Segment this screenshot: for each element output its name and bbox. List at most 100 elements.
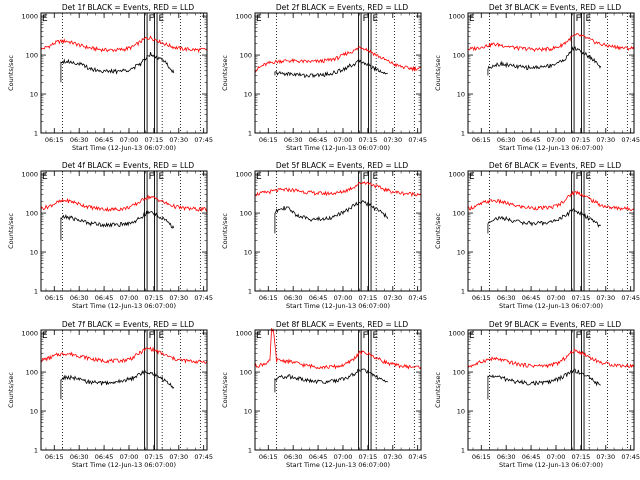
marker-label-e: E	[159, 331, 165, 341]
x-tick-label: 07:45	[194, 453, 213, 461]
x-axis-label: Start Time (12-Jun-13 06:07:00)	[72, 302, 176, 310]
plot-frame	[40, 12, 208, 134]
x-tick-label: 06:30	[284, 294, 303, 302]
marker-label-e: E	[373, 14, 379, 24]
y-tick-label: 1000	[448, 13, 465, 21]
y-tick-label: 1	[34, 130, 38, 138]
y-tick-label: 100	[240, 369, 252, 377]
x-tick-label: 07:00	[547, 294, 566, 302]
panel-title: Det 4f BLACK = Events, RED = LLD	[62, 161, 195, 170]
y-axis-label: Counts/sec	[7, 55, 15, 91]
x-tick-label: 06:15	[45, 136, 64, 144]
x-tick-label: 06:15	[45, 294, 64, 302]
marker-label-f: F	[576, 172, 581, 182]
series-line-events	[60, 52, 175, 83]
x-tick-label: 07:45	[621, 453, 640, 461]
y-tick-label: 100	[453, 369, 465, 377]
x-axis-label: Start Time (12-Jun-13 06:07:00)	[286, 302, 390, 310]
series-line-lld	[254, 181, 422, 198]
marker-label-e: E	[586, 14, 592, 24]
marker-label-edge: E	[42, 331, 48, 341]
series-line-events	[274, 368, 389, 393]
y-tick-label: 1000	[448, 330, 465, 338]
marker-label-f: F	[363, 14, 368, 24]
plot-frame	[40, 329, 208, 451]
x-tick-label: 07:30	[596, 453, 615, 461]
x-tick-label: 07:30	[383, 294, 402, 302]
panel-det-4: Det 4f BLACK = Events, RED = LLD Counts/s…	[7, 161, 213, 310]
y-tick-label: 1	[248, 130, 252, 138]
y-tick-label: 1000	[235, 13, 252, 21]
x-axis-label: Start Time (12-Jun-13 06:07:00)	[286, 144, 390, 152]
marker-label-e: E	[373, 172, 379, 182]
marker-label-edge: E	[469, 14, 475, 24]
y-tick-label: 1	[248, 447, 252, 455]
x-tick-label: 06:30	[284, 136, 303, 144]
marker-label-e: E	[586, 331, 592, 341]
series-line-events	[274, 59, 388, 79]
x-tick-label: 07:00	[334, 294, 353, 302]
x-axis-label: Start Time (12-Jun-13 06:07:00)	[72, 461, 176, 469]
plot-frame	[254, 12, 422, 134]
panel-title: Det 9f BLACK = Events, RED = LLD	[489, 320, 622, 329]
panel-det-7: Det 7f BLACK = Events, RED = LLD Counts/s…	[7, 320, 213, 469]
marker-label-e: E	[586, 172, 592, 182]
x-axis-label: Start Time (12-Jun-13 06:07:00)	[499, 302, 603, 310]
series-line-lld	[40, 346, 208, 365]
y-axis-label: Counts/sec	[221, 372, 229, 408]
marker-label-f: F	[363, 331, 368, 341]
y-tick-label: 1000	[235, 171, 252, 179]
x-tick-label: 06:15	[259, 453, 278, 461]
panel-det-5: Det 5f BLACK = Events, RED = LLD Counts/s…	[221, 161, 427, 310]
panel-title: Det 5f BLACK = Events, RED = LLD	[276, 161, 409, 170]
y-tick-label: 1	[461, 447, 465, 455]
x-tick-label: 07:30	[383, 453, 402, 461]
marker-label-edge: E	[42, 172, 48, 182]
y-axis-label: Counts/sec	[7, 213, 15, 249]
y-tick-label: 10	[30, 408, 38, 416]
panel-det-3: Det 3f BLACK = Events, RED = LLD Counts/s…	[434, 3, 640, 152]
marker-label-edge: E	[469, 172, 475, 182]
marker-label-e: E	[159, 14, 165, 24]
series-line-events	[487, 208, 602, 234]
x-tick-label: 07:15	[572, 453, 591, 461]
x-tick-label: 06:15	[259, 136, 278, 144]
series-line-lld	[40, 194, 208, 213]
x-tick-label: 06:45	[95, 136, 114, 144]
x-tick-label: 07:15	[145, 294, 164, 302]
x-tick-label: 06:45	[522, 294, 541, 302]
series-line-lld	[254, 46, 422, 73]
plot-frame	[254, 329, 422, 451]
x-tick-label: 07:00	[120, 453, 139, 461]
panel-title: Det 6f BLACK = Events, RED = LLD	[489, 161, 622, 170]
series-line-lld	[467, 348, 635, 369]
x-tick-label: 06:30	[70, 136, 89, 144]
x-tick-label: 07:00	[334, 136, 353, 144]
x-tick-label: 07:30	[596, 136, 615, 144]
x-tick-label: 07:15	[359, 136, 378, 144]
marker-label-f: F	[149, 14, 154, 24]
x-tick-label: 07:15	[572, 294, 591, 302]
x-tick-label: 07:45	[408, 294, 427, 302]
y-axis-label: Counts/sec	[7, 372, 15, 408]
series-line-lld	[467, 190, 635, 211]
x-tick-label: 06:15	[472, 136, 491, 144]
x-tick-label: 06:45	[309, 453, 328, 461]
x-tick-label: 07:30	[169, 136, 188, 144]
panel-title: Det 3f BLACK = Events, RED = LLD	[489, 3, 622, 12]
y-tick-label: 1000	[235, 330, 252, 338]
y-tick-label: 10	[244, 408, 252, 416]
panel-det-9: Det 9f BLACK = Events, RED = LLD Counts/s…	[434, 320, 640, 469]
x-tick-label: 06:30	[284, 453, 303, 461]
y-tick-label: 1000	[21, 330, 38, 338]
x-axis-label: Start Time (12-Jun-13 06:07:00)	[499, 461, 603, 469]
y-axis-label: Counts/sec	[434, 213, 442, 249]
marker-label-e: E	[373, 331, 379, 341]
marker-label-edge: E	[256, 172, 262, 182]
x-tick-label: 07:45	[408, 136, 427, 144]
plot-frame	[40, 170, 208, 292]
x-tick-label: 06:45	[95, 453, 114, 461]
x-tick-label: 07:45	[408, 453, 427, 461]
marker-label-edge: E	[469, 331, 475, 341]
